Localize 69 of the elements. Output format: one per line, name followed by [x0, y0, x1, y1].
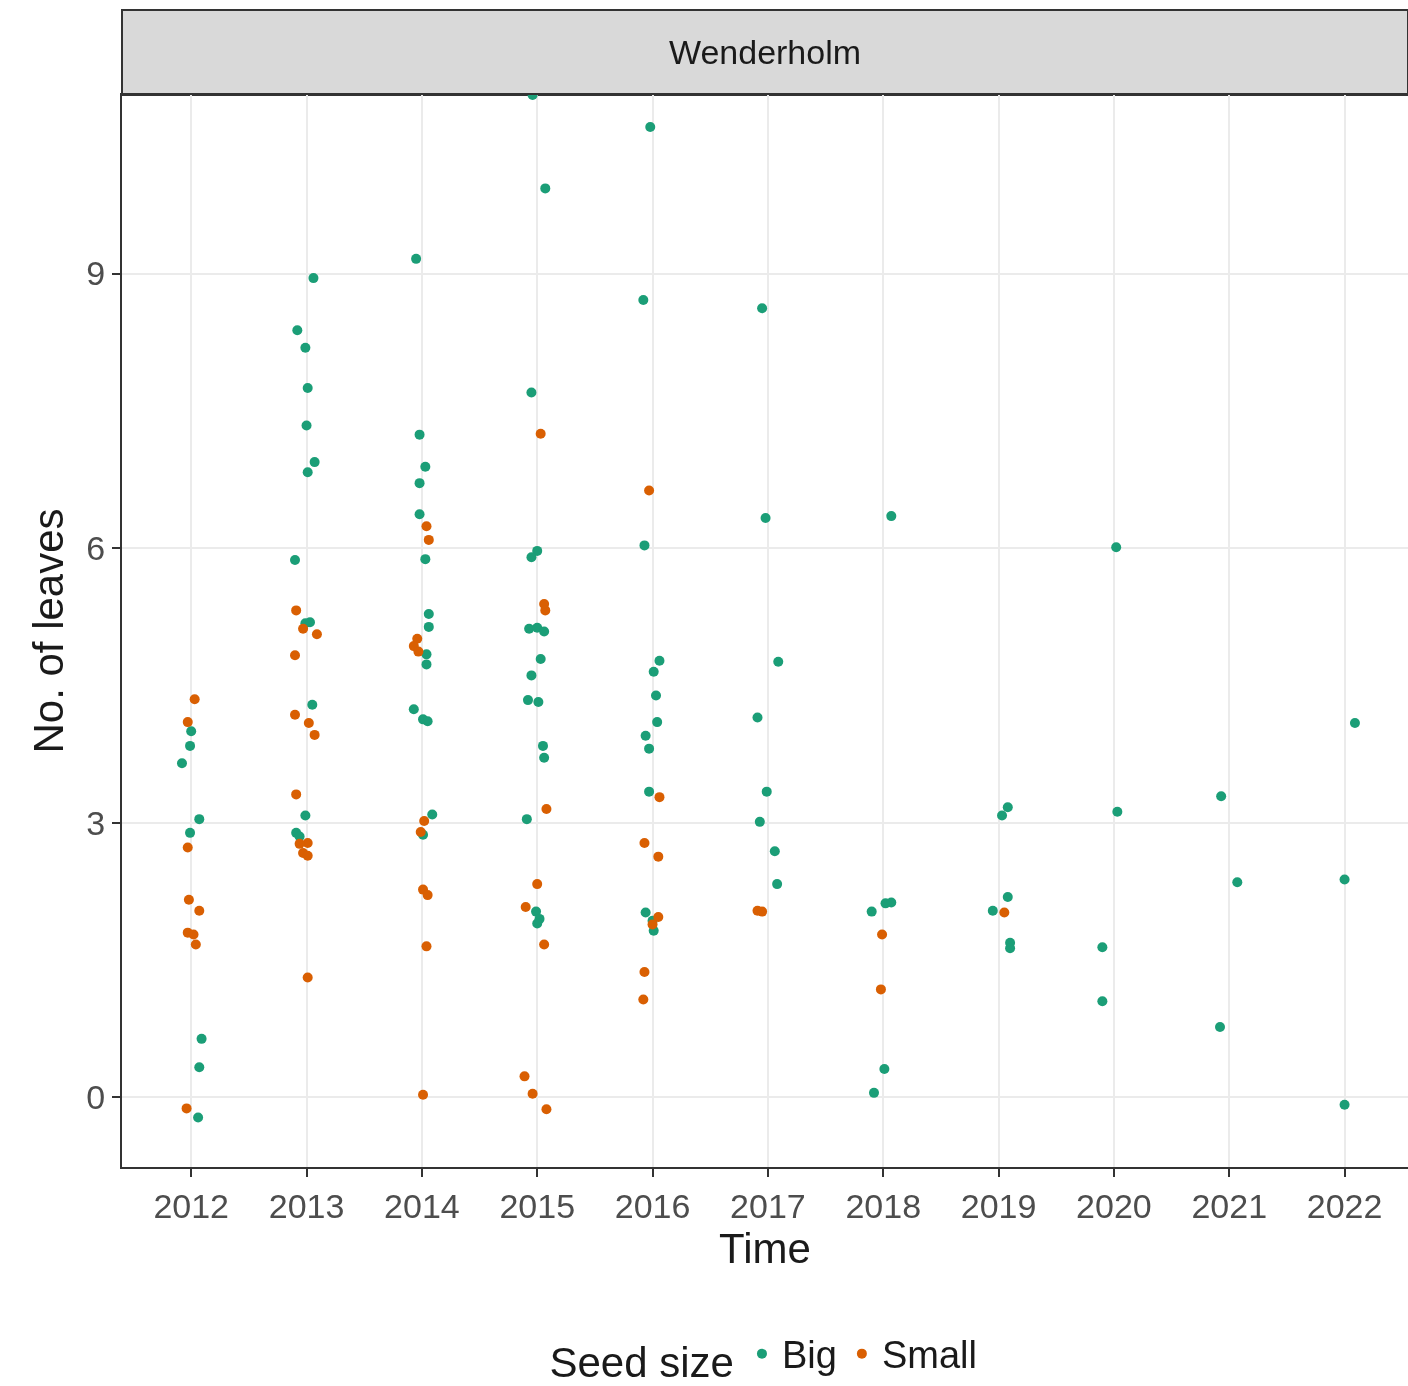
x-tick-label: 2013 — [268, 1186, 345, 1225]
point — [639, 967, 650, 978]
point — [302, 850, 313, 861]
y-tick-label: 6 — [86, 529, 106, 568]
legend-label: Big — [781, 1334, 837, 1377]
y-tick-label: 0 — [86, 1078, 106, 1117]
point — [302, 972, 313, 983]
x-tick-label: 2014 — [384, 1186, 460, 1225]
x-tick-label: 2022 — [1306, 1186, 1383, 1225]
point — [527, 1088, 538, 1099]
x-tick-label: 2018 — [845, 1186, 922, 1225]
point — [182, 842, 193, 853]
x-axis-title: Time — [719, 1224, 811, 1272]
point — [311, 629, 322, 640]
point — [418, 1089, 429, 1100]
x-tick-label: 2012 — [153, 1186, 230, 1225]
point — [639, 837, 650, 848]
point — [190, 939, 201, 950]
point — [188, 929, 199, 940]
point — [653, 851, 664, 862]
point — [291, 789, 302, 800]
point — [539, 939, 550, 950]
x-tick-label: 2019 — [960, 1186, 1037, 1225]
point — [413, 646, 424, 657]
point — [541, 804, 552, 815]
point — [654, 792, 665, 803]
point — [422, 890, 433, 901]
point — [877, 929, 888, 940]
legend-title: Seed size — [549, 1339, 734, 1386]
point — [183, 894, 194, 905]
point — [298, 623, 309, 634]
point — [999, 907, 1010, 918]
point — [421, 941, 432, 952]
point — [421, 521, 432, 532]
x-tick-label: 2020 — [1076, 1186, 1152, 1225]
point — [302, 837, 313, 848]
point — [653, 912, 664, 923]
point — [644, 485, 655, 496]
point — [419, 815, 430, 826]
point — [535, 428, 546, 439]
point — [757, 906, 768, 917]
x-tick-label: 2017 — [730, 1186, 806, 1225]
y-axis-title: No. of leaves — [24, 508, 72, 754]
legend-label: Small — [881, 1334, 977, 1377]
point — [541, 1104, 552, 1115]
point — [290, 650, 300, 661]
point — [647, 919, 658, 930]
point — [291, 605, 302, 616]
point — [638, 994, 649, 1005]
chart-title: Wenderholm — [668, 32, 862, 71]
point — [423, 534, 434, 545]
y-tick-label: 9 — [86, 254, 106, 293]
point — [189, 694, 200, 705]
point — [520, 902, 531, 913]
y-tick-label: 3 — [86, 803, 106, 842]
x-tick-label: 2016 — [614, 1186, 691, 1225]
point — [182, 717, 193, 728]
x-tick-label: 2021 — [1191, 1186, 1268, 1225]
point — [290, 709, 300, 720]
point — [181, 1103, 192, 1114]
point — [294, 838, 305, 849]
point — [532, 879, 543, 890]
x-tick-label: 2015 — [499, 1186, 576, 1225]
point — [303, 718, 314, 728]
point — [875, 984, 886, 995]
point — [540, 605, 551, 616]
point — [194, 905, 205, 916]
point — [309, 729, 320, 740]
point — [519, 1071, 530, 1082]
